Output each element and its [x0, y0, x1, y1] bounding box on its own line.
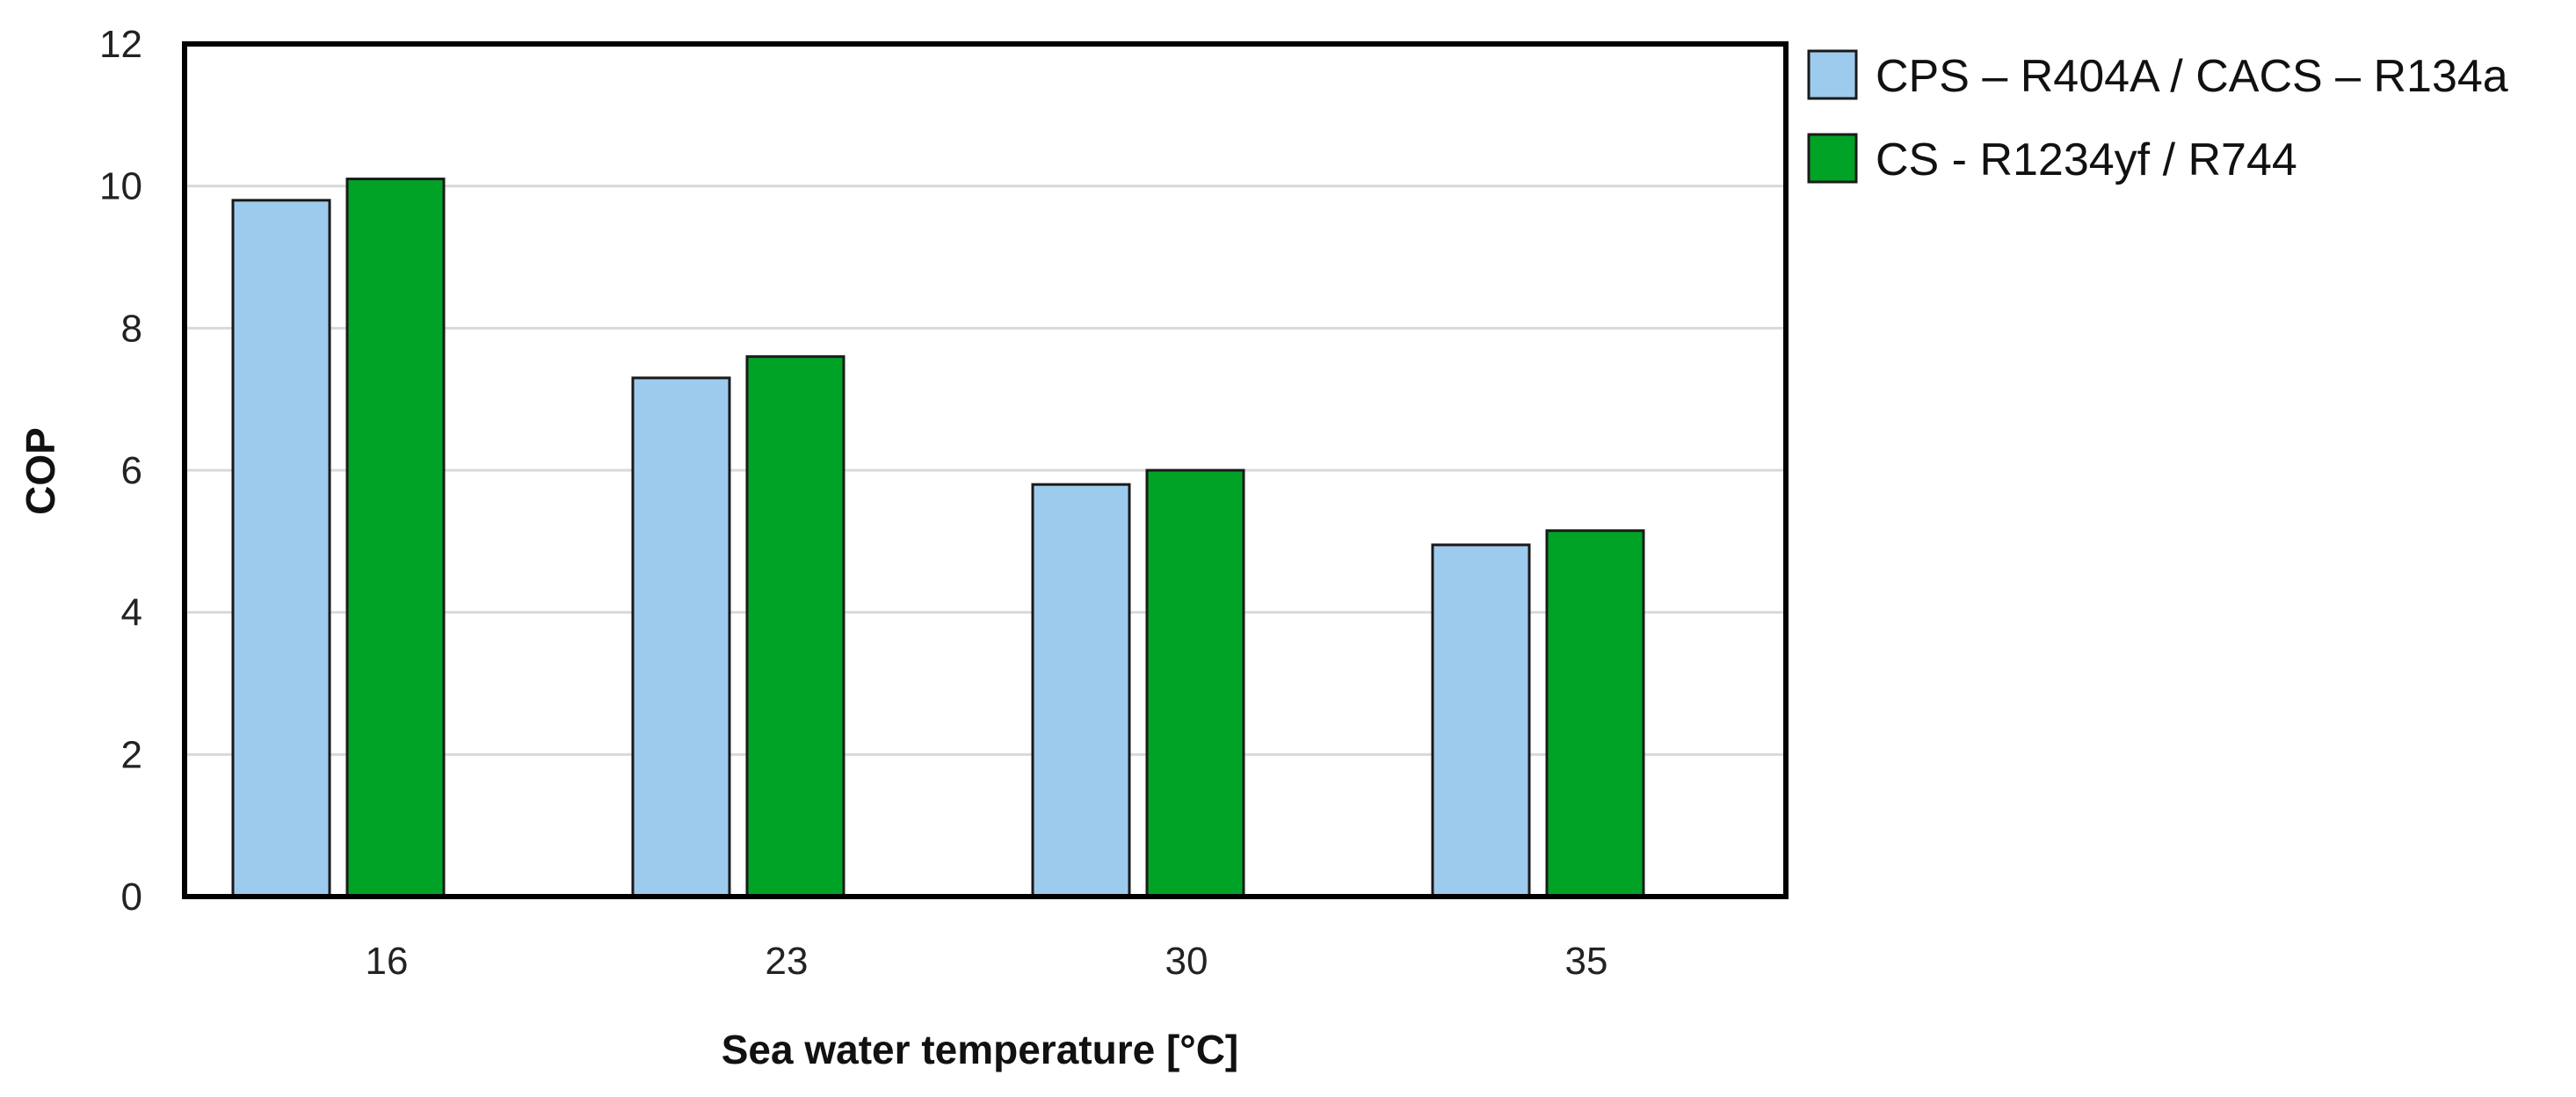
legend-label-cps: CPS – R404A / CACS – R134a	[1876, 51, 2508, 102]
y-tick-label: 10	[99, 165, 142, 208]
bar-cps-30	[1031, 483, 1131, 898]
bars	[231, 178, 1645, 898]
plot-border	[182, 41, 1789, 899]
x-axis-ticks: 16 23 30 35	[366, 940, 1608, 983]
x-tick-label-35: 35	[1565, 940, 1608, 983]
y-tick-label: 8	[121, 307, 142, 350]
x-tick-label-30: 30	[1165, 940, 1208, 983]
plot-frame	[182, 41, 1789, 899]
y-tick-label: 12	[99, 23, 142, 66]
y-tick-label: 2	[121, 733, 142, 776]
legend-swatch-cps	[1807, 49, 1858, 100]
bar-cs-30	[1145, 469, 1245, 898]
x-axis-title: Sea water temperature [°C]	[722, 1027, 1238, 1072]
y-tick-label: 4	[121, 592, 142, 635]
x-tick-label-16: 16	[366, 940, 409, 983]
bar-cps-16	[231, 199, 331, 898]
bar-cs-16	[345, 178, 446, 898]
y-axis-title: COP	[18, 427, 63, 515]
bar-cps-35	[1431, 543, 1531, 898]
y-tick-label: 0	[121, 875, 142, 919]
legend-swatch-cs	[1807, 133, 1858, 184]
x-tick-label-23: 23	[766, 940, 809, 983]
bar-cps-23	[631, 376, 731, 898]
bar-cs-23	[745, 355, 845, 898]
y-tick-label: 6	[121, 449, 142, 492]
bar-cs-35	[1545, 529, 1645, 898]
legend-label-cs: CS - R1234yf / R744	[1876, 134, 2297, 185]
legend: CPS – R404A / CACS – R134a CS - R1234yf /…	[1807, 49, 2508, 185]
y-axis-ticks: 0 2 4 6 8 10 12	[99, 23, 142, 919]
